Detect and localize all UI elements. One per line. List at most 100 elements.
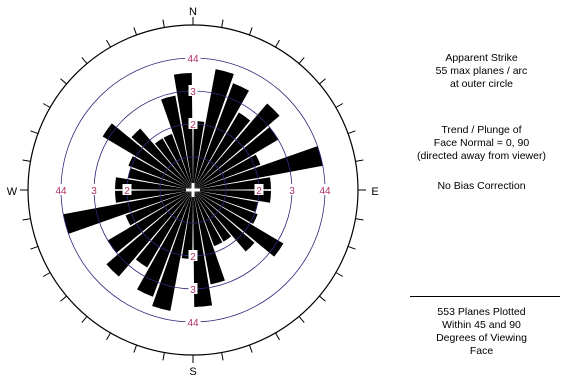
rose-petal-310: [131, 128, 193, 190]
tick-250: [30, 245, 39, 250]
ring-label-44-0: 44: [187, 54, 199, 65]
tick-150: [275, 332, 280, 341]
tick-130: [319, 295, 326, 302]
ring-label-bg-33-0: [188, 85, 198, 96]
compass-north: N: [189, 6, 197, 18]
rose-petal-210: [135, 190, 193, 268]
tick-290: [30, 130, 39, 135]
tick-10: [221, 19, 224, 28]
rose-petals: [63, 69, 323, 311]
rose-petal-160: [193, 190, 225, 285]
divider-line: [410, 296, 560, 297]
tick-110: [347, 245, 356, 250]
strike-max: 55 max planes / arc: [435, 65, 528, 77]
tick-280: [22, 159, 31, 162]
tick-40: [298, 57, 305, 64]
rose-petal-220: [106, 190, 193, 277]
tick-320: [81, 57, 88, 64]
rose-petal-290: [128, 156, 193, 190]
ring-label-bg-44-180: [185, 316, 201, 327]
tick-260: [22, 218, 31, 221]
strike-title: Apparent Strike: [445, 52, 518, 64]
ring-label-33-90: 3: [289, 186, 295, 197]
tick-240: [42, 272, 51, 277]
ring-label-bg-33-90: [287, 184, 297, 195]
tick-60: [335, 103, 344, 108]
rose-petal-340: [161, 95, 193, 190]
planes-degrees: Degrees of Viewing: [436, 332, 527, 344]
tick-170: [221, 352, 224, 361]
rose-petal-150: [193, 190, 223, 247]
ring-labels: 2 2 2 2 3 3 3 3 44 44 44 44: [53, 52, 333, 329]
ring-11: [159, 156, 227, 224]
ring-label-bg-33-270: [89, 184, 99, 195]
rose-petal-50: [193, 127, 279, 190]
rose-petal-80: [193, 177, 271, 190]
tick-350: [162, 19, 165, 28]
compass-south: S: [189, 366, 196, 378]
center-cross: [186, 183, 200, 197]
ring-label-22-0: 2: [190, 120, 196, 131]
rose-petal-110: [193, 190, 258, 224]
ring-label-22-90: 2: [256, 186, 262, 197]
rose-petal-300: [102, 123, 193, 190]
rose-petal-250: [63, 190, 193, 234]
ring-label-bg-44-270: [53, 184, 69, 195]
outer-ticks: [20, 17, 366, 363]
strike-outer: at outer circle: [449, 78, 514, 90]
tick-330: [106, 39, 111, 48]
rose-petal-130: [193, 190, 255, 252]
ring-label-44-180: 44: [187, 318, 199, 329]
rose-petal-0: [193, 121, 205, 190]
rose-petal-320: [154, 138, 193, 190]
tick-30: [275, 39, 280, 48]
rose-petal-270: [115, 177, 193, 190]
tick-20: [248, 27, 253, 36]
ring-label-bg-22-270: [122, 184, 132, 195]
rose-petal-350: [173, 73, 193, 190]
tick-210: [106, 332, 111, 341]
tick-310: [60, 78, 67, 85]
tick-80: [355, 159, 364, 162]
bias-text: No Bias Correction: [437, 180, 526, 192]
tick-50: [319, 78, 326, 85]
rose-petal-170: [193, 190, 213, 307]
rose-petal-190: [152, 190, 193, 311]
ring-label-bg-22-90: [254, 184, 264, 195]
tick-70: [347, 130, 356, 135]
compass-west: W: [7, 186, 18, 198]
trend-title: Trend / Plunge of: [441, 124, 522, 136]
bias-info: No Bias Correction: [400, 180, 563, 193]
rose-petal-280: [128, 168, 193, 190]
trend-note: (directed away from viewer): [417, 150, 546, 162]
rose-petal-140: [193, 190, 232, 242]
ring-label-33-0: 3: [190, 87, 196, 98]
ring-label-bg-44-0: [185, 52, 201, 63]
tick-160: [248, 344, 253, 353]
rose-petal-20: [193, 83, 249, 190]
ring-label-bg-44-90: [317, 184, 333, 195]
rose-petal-30: [193, 112, 251, 190]
tick-200: [133, 344, 138, 353]
rose-diagram: 2 2 2 2 3 3 3 3 44 44 44 44 N S W E: [7, 6, 379, 378]
rose-petal-180: [181, 190, 193, 259]
ring-label-22-270: 2: [124, 186, 130, 197]
planes-info: 553 Planes Plotted Within 45 and 90 Degr…: [400, 306, 563, 358]
compass-east: E: [371, 186, 378, 198]
tick-230: [60, 295, 67, 302]
ring-label-33-270: 3: [91, 186, 97, 197]
ring-label-bg-22-0: [188, 118, 198, 129]
tick-100: [355, 218, 364, 221]
rose-petal-260: [115, 190, 193, 203]
tick-220: [81, 316, 88, 323]
trend-info: Trend / Plunge of Face Normal = 0, 90 (d…: [400, 124, 563, 163]
ring-label-bg-33-180: [188, 283, 198, 294]
tick-120: [335, 272, 344, 277]
trend-value: Face Normal = 0, 90: [433, 137, 530, 149]
tick-140: [298, 316, 305, 323]
ring-label-44-90: 44: [319, 186, 331, 197]
planes-range: Within 45 and 90: [442, 319, 521, 331]
rose-petal-90: [193, 190, 271, 203]
rose-petal-10: [193, 69, 234, 190]
rose-petal-120: [193, 190, 284, 257]
